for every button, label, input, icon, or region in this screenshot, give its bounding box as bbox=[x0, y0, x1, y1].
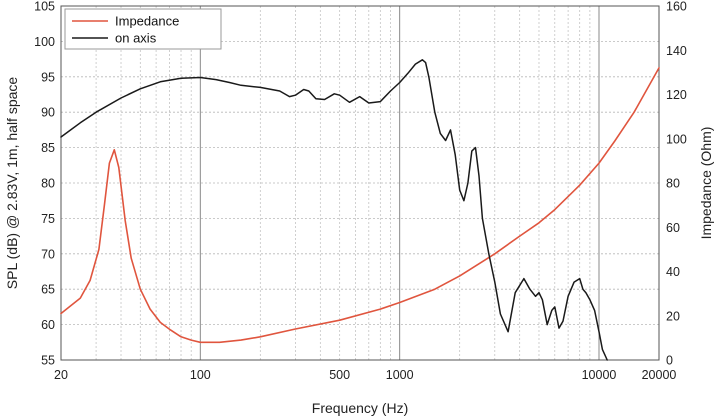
y-axis-title: SPL (dB) @ 2.83V, 1m, half space bbox=[4, 77, 20, 290]
grid bbox=[60, 5, 660, 361]
x-axis-title: Frequency (Hz) bbox=[312, 400, 408, 416]
x-tick-label: 1000 bbox=[386, 368, 414, 382]
y-tick-label: 60 bbox=[41, 318, 55, 332]
y2-axis-title: Impedance (Ohm) bbox=[698, 127, 714, 240]
y2-tick-label: 60 bbox=[666, 221, 680, 235]
y-tick-label: 80 bbox=[41, 177, 55, 191]
x-tick-label: 20000 bbox=[642, 368, 677, 382]
y-tick-label: 85 bbox=[41, 141, 55, 155]
x-tick-label: 10000 bbox=[582, 368, 617, 382]
legend-label: on axis bbox=[115, 31, 157, 46]
y-tick-label: 105 bbox=[34, 0, 55, 14]
y2-tick-label: 80 bbox=[666, 177, 680, 191]
x-tick-label: 20 bbox=[54, 368, 68, 382]
y2-tick-label: 140 bbox=[666, 44, 687, 58]
legend-box bbox=[64, 8, 222, 50]
legend-label: Impedance bbox=[115, 14, 179, 29]
y-tick-label: 55 bbox=[41, 354, 55, 368]
plot-area-frame bbox=[60, 5, 660, 361]
y2-tick-label: 160 bbox=[666, 0, 687, 14]
x-tick-label: 500 bbox=[329, 368, 350, 382]
y2-tick-label: 120 bbox=[666, 88, 687, 102]
y-tick-label: 90 bbox=[41, 106, 55, 120]
legend: Impedance on axis bbox=[64, 8, 222, 50]
y-tick-label: 65 bbox=[41, 283, 55, 297]
x-tick-label: 100 bbox=[190, 368, 211, 382]
y-tick-label: 100 bbox=[34, 35, 55, 49]
y-tick-label: 75 bbox=[41, 212, 55, 226]
y2-tick-label: 0 bbox=[666, 354, 673, 368]
series-line-on-axis bbox=[60, 59, 608, 361]
tick-labels: 20 100 500 1000 10000 20000556065707580859095… bbox=[34, 0, 687, 382]
series-line-impedance bbox=[60, 67, 660, 344]
y2-tick-label: 100 bbox=[666, 132, 687, 146]
y-tick-label: 95 bbox=[41, 70, 55, 84]
series-layer bbox=[60, 59, 660, 361]
y-tick-label: 70 bbox=[41, 247, 55, 261]
y2-tick-label: 40 bbox=[666, 265, 680, 279]
y2-tick-label: 20 bbox=[666, 309, 680, 323]
